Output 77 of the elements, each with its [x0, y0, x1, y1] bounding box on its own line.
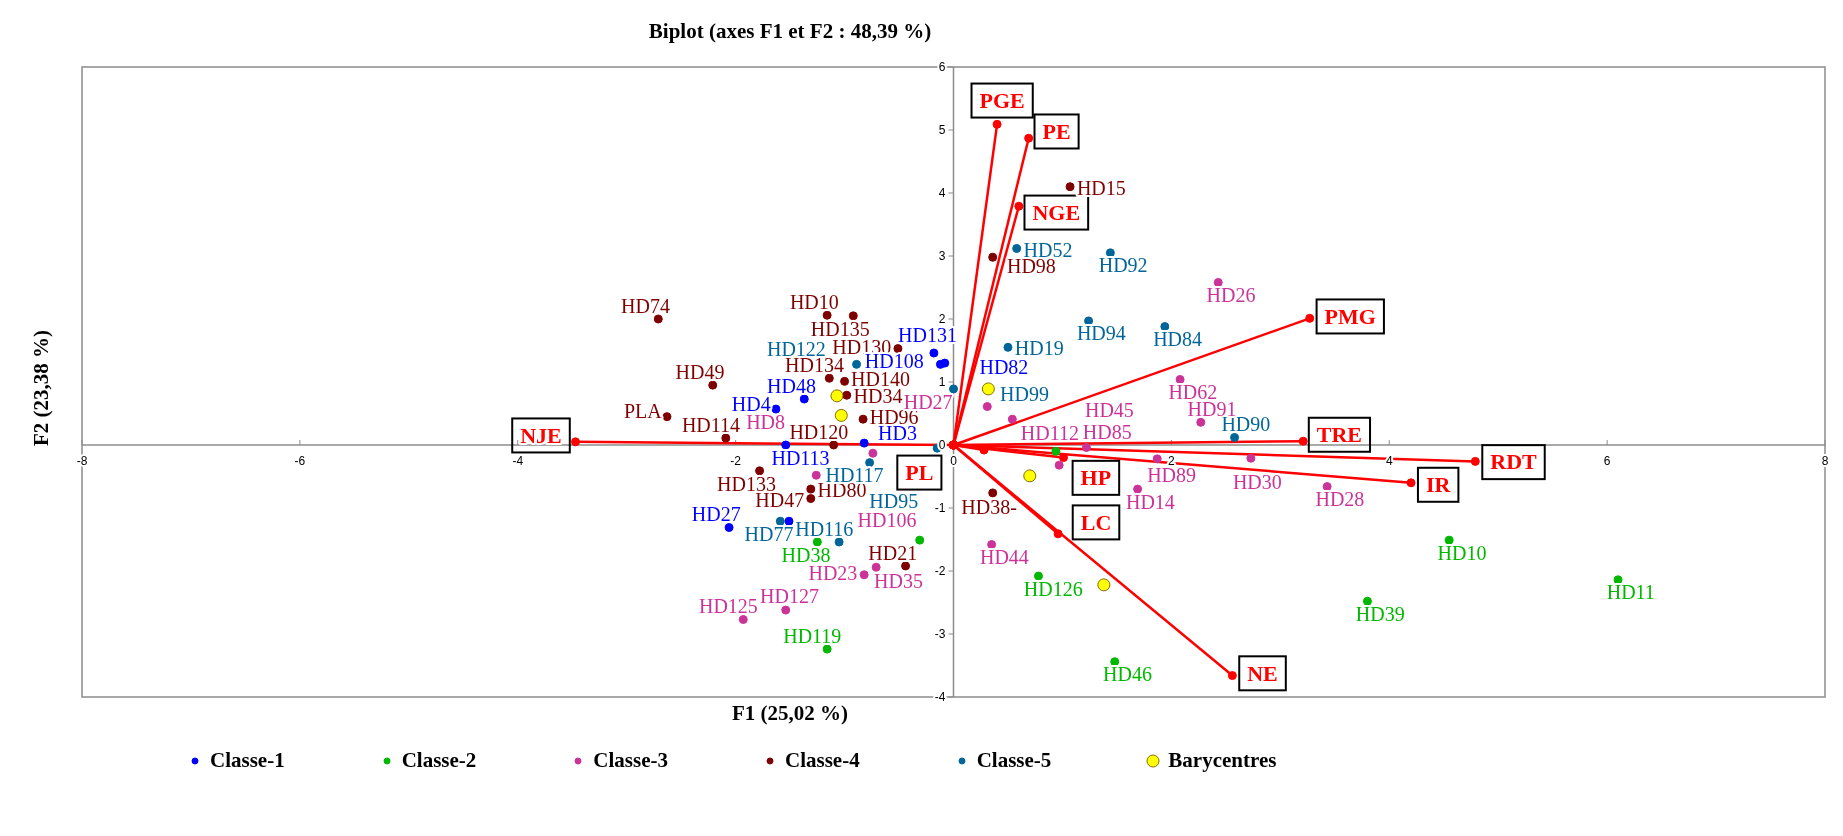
- annotation: HD21: [868, 541, 918, 564]
- annotation: HD11: [1606, 581, 1655, 604]
- annotation: HD135: [810, 317, 870, 340]
- annotation: HD127: [760, 584, 819, 607]
- series-label: NJE: [520, 422, 562, 448]
- annotation: HD46: [1103, 663, 1152, 686]
- annotation: HD125: [698, 595, 758, 618]
- series-label: LC: [1080, 509, 1112, 535]
- annotation: HD77: [744, 523, 794, 546]
- annotation: HD49: [675, 360, 725, 383]
- annotation: HD131: [898, 323, 958, 346]
- series-label: PGE: [979, 87, 1025, 113]
- annotation: HD10: [1437, 541, 1487, 564]
- chart-title: Biplot (axes F1 et F2 : 48,39 %): [648, 19, 932, 43]
- x-tick-label: -2: [730, 454, 742, 468]
- annotation: HD10: [789, 290, 839, 313]
- y-tick-label: 3: [938, 249, 946, 263]
- series-label: HP: [1080, 465, 1112, 491]
- legend-label: Classe-2: [401, 748, 477, 773]
- series-label: RDT: [1490, 449, 1538, 475]
- x-tick-label: -6: [294, 454, 306, 468]
- y-tick-label: -2: [934, 564, 946, 578]
- legend-label: Classe-5: [976, 748, 1052, 773]
- y-tick-label: 2: [938, 312, 946, 326]
- annotation: HD15: [1076, 176, 1126, 199]
- y-tick-label: -1: [934, 501, 946, 515]
- annotation: HD74: [621, 294, 670, 317]
- annotation: HD116: [795, 517, 854, 540]
- annotation: HD28: [1315, 488, 1365, 511]
- y-tick-label: 6: [938, 60, 946, 74]
- annotation: HD26: [1206, 284, 1256, 307]
- x-tick-label: -8: [76, 454, 88, 468]
- x-axis-title: F1 (25,02 %): [731, 701, 849, 725]
- annotation: HD84: [1153, 328, 1203, 351]
- series-label: PL: [905, 459, 934, 485]
- annotation: HD120: [789, 420, 849, 443]
- legend-label: Classe-1: [210, 748, 285, 773]
- series-label: NE: [1247, 660, 1278, 686]
- annotation: HD94: [1076, 322, 1126, 345]
- x-tick-label: 6: [1603, 454, 1611, 468]
- legend-label: Barycentres: [1168, 748, 1277, 773]
- annotation: HD44: [979, 546, 1029, 569]
- annotation: HD106: [857, 509, 917, 532]
- annotation: PLA: [623, 400, 663, 423]
- annotation: HD35: [874, 569, 923, 592]
- annotation: HD85: [1082, 421, 1132, 444]
- legend-label: Classe-3: [593, 748, 669, 773]
- legend-label: Classe-4: [785, 748, 860, 773]
- series-label: PE: [1042, 118, 1071, 144]
- series-label: IR: [1425, 472, 1452, 498]
- y-tick-label: 4: [938, 186, 946, 200]
- annotation: HD99: [1000, 383, 1049, 406]
- annotation: HD112: [1020, 421, 1079, 444]
- y-tick-label: -4: [934, 690, 946, 704]
- annotation: HD39: [1355, 602, 1405, 625]
- series-label: TRE: [1316, 422, 1363, 448]
- x-tick-label: 8: [1821, 454, 1829, 468]
- x-tick-label: 0: [950, 454, 958, 468]
- y-tick-label: 1: [938, 375, 946, 389]
- y-axis-title: F2 (23,38 %): [29, 329, 53, 447]
- annotation: HD126: [1023, 577, 1083, 600]
- x-tick-label: -4: [512, 454, 524, 468]
- series-label: NGE: [1032, 199, 1081, 225]
- annotation: HD114: [681, 413, 741, 436]
- y-tick-label: -3: [934, 627, 946, 641]
- annotation: HD89: [1147, 464, 1197, 487]
- annotation: HD95: [869, 489, 919, 512]
- annotation: HD92: [1098, 254, 1148, 277]
- annotation: HD14: [1125, 490, 1175, 513]
- annotation: HD113: [771, 446, 830, 469]
- annotation: HD45: [1084, 398, 1134, 421]
- annotation: HD119: [783, 624, 842, 647]
- annotation: HD30: [1232, 470, 1282, 493]
- y-tick-label: 5: [938, 123, 946, 137]
- annotation: HD27: [691, 503, 741, 526]
- series-label: PMG: [1324, 303, 1376, 329]
- annotation: HD38-: [961, 495, 1017, 518]
